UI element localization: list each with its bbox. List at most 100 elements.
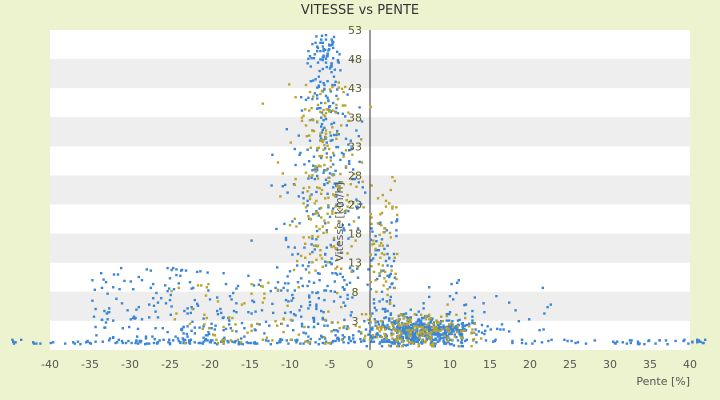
data-point-olive — [369, 213, 372, 216]
data-point-blue — [199, 341, 202, 345]
data-point-blue — [471, 319, 474, 322]
data-point-olive — [322, 113, 325, 117]
data-point-blue — [290, 299, 293, 302]
data-point-blue — [305, 209, 308, 213]
data-point-blue — [258, 323, 261, 326]
data-point-blue — [76, 340, 80, 343]
data-point-blue — [483, 311, 486, 314]
data-point-olive — [323, 163, 326, 167]
data-point-blue — [320, 334, 323, 338]
data-point-blue — [183, 309, 186, 313]
data-point-blue — [188, 281, 192, 284]
data-point-olive — [261, 301, 264, 304]
data-point-blue — [321, 341, 324, 345]
data-point-olive — [302, 114, 305, 117]
data-point-olive — [267, 281, 270, 284]
data-point-olive — [213, 334, 216, 337]
data-point-olive — [332, 109, 335, 112]
data-point-blue — [318, 337, 321, 341]
data-point-olive — [304, 242, 307, 245]
data-point-blue — [473, 296, 476, 299]
data-point-blue — [436, 327, 440, 330]
data-point-blue — [442, 336, 445, 339]
data-point-blue — [448, 319, 451, 322]
data-point-olive — [393, 256, 396, 259]
data-point-blue — [339, 272, 342, 275]
data-point-blue — [309, 65, 312, 68]
data-point-blue — [193, 326, 196, 329]
data-point-blue — [701, 341, 704, 345]
data-point-blue — [420, 329, 423, 332]
data-point-blue — [386, 323, 389, 327]
data-point-blue — [698, 340, 701, 343]
data-point-olive — [318, 154, 321, 158]
data-point-blue — [182, 332, 185, 335]
data-point-blue — [323, 87, 326, 91]
data-point-blue — [395, 229, 398, 232]
data-point-blue — [316, 45, 319, 48]
data-point-blue — [420, 322, 424, 325]
data-point-olive — [334, 267, 337, 270]
data-point-blue — [386, 274, 389, 277]
data-point-blue — [442, 332, 445, 335]
data-point-blue — [296, 338, 299, 341]
data-point-blue — [162, 338, 165, 341]
data-point-blue — [396, 328, 399, 331]
data-point-blue — [401, 336, 404, 339]
data-point-blue — [412, 322, 416, 325]
data-point-blue — [402, 330, 405, 333]
data-point-blue — [452, 327, 455, 330]
data-point-blue — [463, 327, 466, 331]
data-point-blue — [546, 305, 549, 309]
data-point-blue — [444, 333, 448, 336]
data-point-blue — [315, 238, 318, 241]
data-point-blue — [324, 147, 327, 150]
data-point-blue — [352, 337, 355, 340]
data-point-blue — [331, 272, 334, 275]
data-points — [11, 33, 707, 348]
data-point-olive — [344, 104, 347, 107]
data-point-blue — [331, 138, 334, 142]
data-point-olive — [319, 110, 322, 114]
data-point-olive — [392, 332, 395, 336]
data-point-blue — [419, 334, 422, 337]
data-point-blue — [116, 273, 120, 276]
data-point-blue — [341, 203, 344, 206]
data-point-olive — [220, 339, 224, 342]
data-point-olive — [416, 325, 420, 329]
data-point-blue — [135, 308, 138, 311]
data-point-blue — [542, 328, 545, 331]
data-point-blue — [104, 321, 108, 324]
data-point-blue — [72, 341, 75, 344]
data-point-blue — [511, 339, 514, 343]
data-point-blue — [566, 339, 569, 343]
data-point-blue — [450, 343, 453, 346]
data-point-blue — [202, 325, 205, 328]
data-point-olive — [400, 313, 403, 316]
data-point-blue — [156, 301, 160, 304]
data-point-blue — [320, 336, 324, 339]
data-point-blue — [448, 338, 452, 341]
data-point-blue — [396, 325, 399, 329]
data-point-blue — [315, 303, 318, 306]
data-point-olive — [336, 265, 339, 268]
data-point-blue — [336, 336, 340, 339]
data-point-blue — [420, 341, 423, 344]
data-point-blue — [427, 337, 430, 340]
data-point-blue — [429, 342, 432, 345]
data-point-blue — [352, 168, 355, 171]
data-point-blue — [382, 269, 385, 272]
data-point-olive — [332, 245, 336, 248]
data-point-olive — [429, 336, 432, 339]
data-point-olive — [250, 282, 253, 286]
data-point-blue — [316, 166, 319, 169]
data-point-olive — [328, 147, 331, 151]
data-point-blue — [422, 316, 425, 320]
data-point-blue — [343, 336, 346, 339]
data-point-blue — [371, 230, 374, 233]
data-point-olive — [271, 339, 274, 342]
data-point-olive — [204, 294, 208, 297]
data-point-blue — [674, 339, 677, 343]
data-point-blue — [301, 284, 304, 288]
